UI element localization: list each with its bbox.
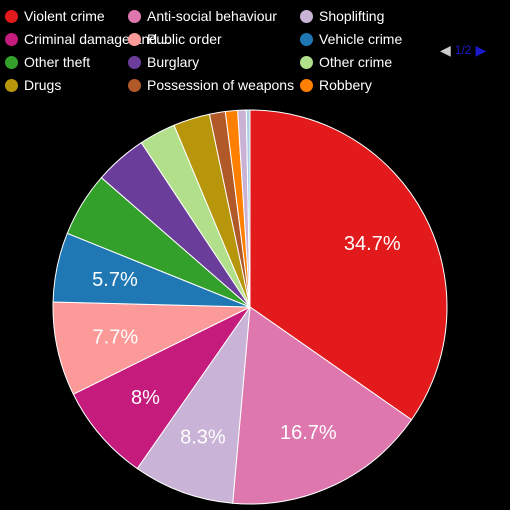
legend-label: Violent crime — [24, 8, 105, 24]
legend-swatch — [128, 78, 141, 92]
legend-item[interactable]: Shoplifting — [300, 6, 384, 26]
legend-label: Public order — [147, 31, 222, 47]
legend-swatch — [300, 9, 313, 23]
legend-swatch — [128, 32, 141, 46]
legend-label: Other crime — [319, 54, 393, 70]
legend-label: Robbery — [319, 77, 372, 93]
slice-data-label: 16.7% — [280, 422, 337, 444]
pie-slice[interactable] — [245, 109, 251, 308]
triangle-right-icon[interactable]: ▶ — [475, 41, 487, 58]
legend-item[interactable]: Burglary — [128, 52, 199, 72]
slice-data-label: 34.7% — [344, 233, 401, 255]
legend-item[interactable]: Other theft — [5, 52, 90, 72]
legend-label: Drugs — [24, 77, 62, 93]
pie-slice[interactable] — [232, 306, 413, 505]
legend-label: Possession of weapons — [147, 77, 295, 93]
legend-swatch — [5, 32, 18, 46]
pager-text: 1/2 — [454, 43, 472, 57]
legend-swatch — [128, 9, 141, 23]
pie-slice[interactable] — [249, 109, 448, 421]
legend-swatch — [5, 9, 18, 23]
legend-item[interactable]: Drugs — [5, 75, 61, 95]
legend-swatch — [5, 78, 18, 92]
legend-item[interactable]: Violent crime — [5, 6, 105, 26]
legend-item[interactable]: Vehicle crime — [300, 29, 402, 49]
slice-data-label: 7.7% — [93, 327, 139, 349]
legend-label: Burglary — [147, 54, 200, 70]
legend-item[interactable]: Possession of weapons — [128, 75, 294, 95]
slice-data-label: 8.3% — [180, 427, 226, 449]
legend-swatch — [300, 55, 313, 69]
pie-slice[interactable] — [52, 301, 251, 395]
triangle-left-icon[interactable]: ◀ — [440, 41, 451, 58]
slice-data-label: 8% — [131, 387, 160, 409]
legend-item[interactable]: Public order — [128, 29, 222, 49]
pie-slice[interactable] — [72, 306, 251, 470]
legend-swatch — [5, 55, 18, 69]
slice-data-label: 5.7% — [92, 269, 138, 291]
legend-pager: ◀ 1/2 ▶ — [440, 40, 486, 60]
legend-item[interactable]: Anti-social behaviour — [128, 6, 277, 26]
legend-swatch — [128, 55, 141, 69]
legend: Violent crime Anti-social behaviour Shopli… — [0, 0, 510, 100]
legend-swatch — [300, 32, 313, 46]
legend-label: Anti-social behaviour — [147, 8, 277, 24]
legend-item[interactable]: Other crime — [300, 52, 392, 72]
pie-slice[interactable] — [136, 305, 251, 504]
legend-item[interactable]: Robbery — [300, 75, 372, 95]
legend-label: Vehicle crime — [319, 31, 403, 47]
legend-label: Shoplifting — [319, 8, 385, 24]
legend-label: Other theft — [24, 54, 91, 70]
legend-swatch — [300, 78, 313, 92]
